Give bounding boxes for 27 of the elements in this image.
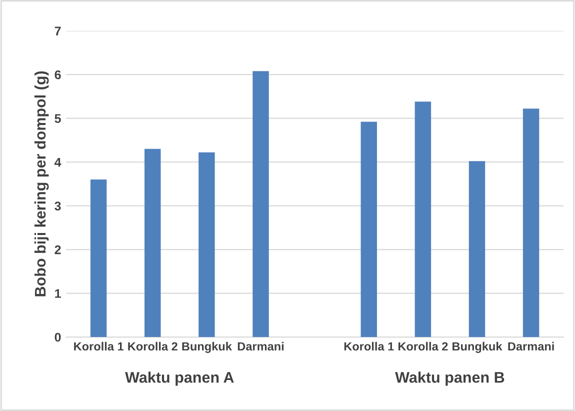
bar	[522, 108, 540, 338]
x-tick-label: Korolla 1	[74, 342, 124, 351]
bar	[468, 161, 486, 338]
text: Waktu panen A	[125, 372, 234, 386]
bar	[252, 71, 269, 338]
bar	[360, 122, 377, 338]
y-tick-label: 4	[54, 158, 62, 167]
x-tick-label: Korolla 2	[128, 342, 178, 351]
y-tick-label: 1	[55, 289, 61, 298]
y-tick-label: 3	[54, 202, 61, 210]
y-tick-label: 0	[54, 332, 61, 342]
y-tick-label: 5	[54, 114, 61, 123]
y-axis-title: Bobo biji kering per dompol (g)	[34, 71, 49, 296]
bar	[414, 102, 432, 338]
y-tick-label: 7	[54, 26, 61, 36]
bar	[198, 152, 215, 338]
y-tick-label: 6	[54, 70, 61, 80]
x-tick-label: Darmani	[508, 342, 554, 351]
x-tick-label: Bungkuk	[182, 342, 232, 353]
y-tick-label: 2	[54, 245, 61, 254]
x-tick-label: Korolla 2	[398, 342, 448, 351]
x-tick-label: Korolla 1	[344, 342, 394, 351]
x-tick-label: Bungkuk	[452, 342, 502, 353]
x-tick-label: Darmani	[238, 342, 284, 351]
bar	[90, 180, 107, 338]
text: Waktu panen B	[395, 372, 504, 386]
bar	[144, 148, 161, 338]
